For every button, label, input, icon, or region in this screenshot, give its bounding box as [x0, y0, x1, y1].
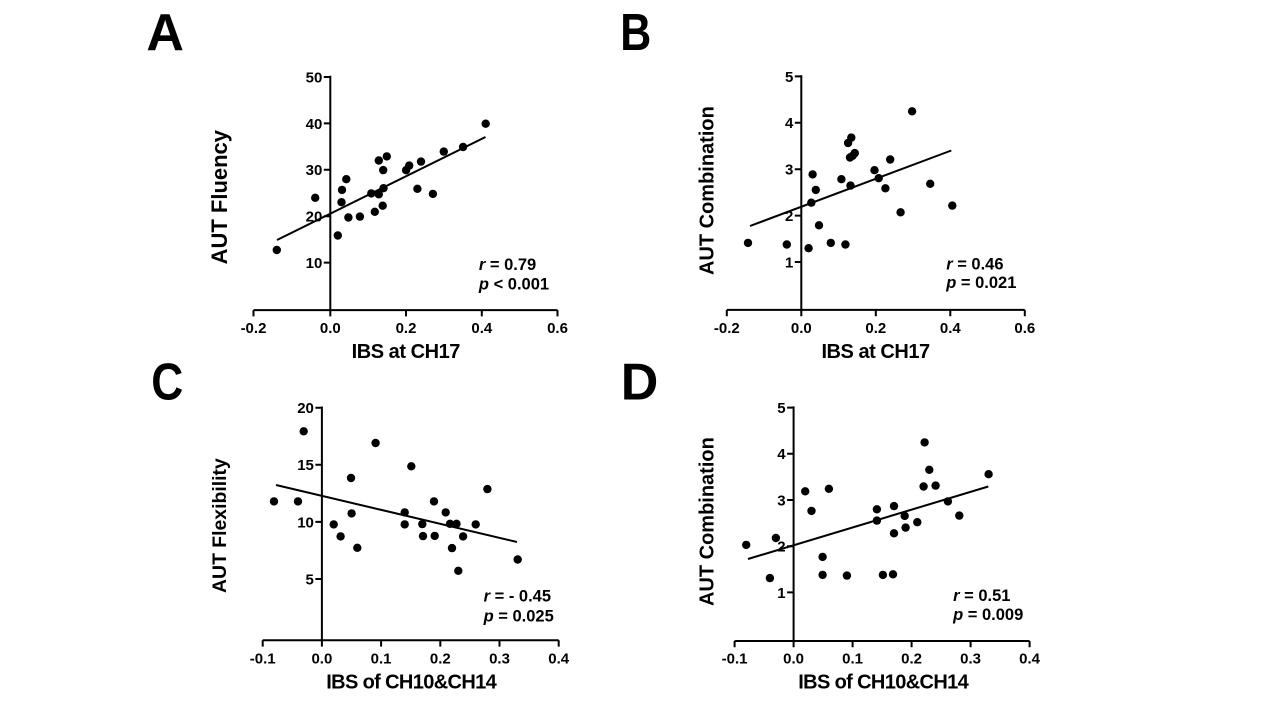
svg-text:AUT Combination: AUT Combination: [697, 437, 719, 606]
svg-text:4: 4: [777, 446, 786, 463]
svg-text:4: 4: [785, 115, 794, 132]
svg-text:-0.1: -0.1: [722, 651, 748, 668]
svg-text:p = 0.021: p = 0.021: [945, 274, 1016, 292]
svg-text:A: A: [146, 4, 184, 62]
svg-text:20: 20: [297, 400, 314, 417]
svg-text:p < 0.001: p < 0.001: [478, 276, 549, 294]
svg-text:p = 0.025: p = 0.025: [483, 607, 554, 625]
svg-text:1: 1: [777, 585, 785, 602]
svg-text:0.2: 0.2: [865, 320, 886, 337]
svg-text:0.1: 0.1: [371, 651, 392, 668]
svg-text:5: 5: [306, 571, 314, 588]
svg-text:AUT Combination: AUT Combination: [697, 106, 719, 275]
svg-text:10: 10: [306, 255, 323, 272]
svg-text:0.4: 0.4: [471, 320, 493, 337]
svg-text:0.3: 0.3: [489, 651, 510, 668]
svg-text:IBS of CH10&CH14: IBS of CH10&CH14: [326, 671, 497, 693]
svg-text:0.2: 0.2: [430, 651, 451, 668]
svg-text:0.6: 0.6: [1014, 320, 1035, 337]
svg-text:3: 3: [785, 162, 793, 179]
svg-text:0.0: 0.0: [783, 651, 804, 668]
svg-text:5: 5: [785, 69, 793, 86]
svg-text:AUT Fluency: AUT Fluency: [207, 129, 232, 264]
svg-text:AUT Flexibility: AUT Flexibility: [209, 458, 231, 593]
svg-text:30: 30: [306, 162, 323, 179]
svg-text:r = 0.79: r = 0.79: [479, 256, 536, 274]
svg-text:0.2: 0.2: [901, 651, 922, 668]
svg-text:D: D: [621, 354, 659, 412]
svg-text:50: 50: [306, 69, 323, 86]
svg-text:r = 0.46: r = 0.46: [946, 255, 1003, 273]
svg-text:0.4: 0.4: [940, 320, 962, 337]
svg-text:0.2: 0.2: [396, 320, 417, 337]
svg-text:0.0: 0.0: [320, 320, 341, 337]
svg-text:0.1: 0.1: [842, 651, 863, 668]
svg-text:0.3: 0.3: [960, 651, 981, 668]
svg-text:10: 10: [297, 514, 314, 531]
svg-text:0.4: 0.4: [1019, 651, 1041, 668]
svg-text:r = 0.51: r = 0.51: [953, 587, 1010, 605]
svg-text:-0.2: -0.2: [241, 320, 267, 337]
svg-text:0.6: 0.6: [547, 320, 568, 337]
svg-text:1: 1: [785, 254, 793, 271]
svg-text:-0.2: -0.2: [714, 320, 740, 337]
svg-text:-0.1: -0.1: [250, 651, 276, 668]
svg-text:r = - 0.45: r = - 0.45: [484, 588, 551, 606]
svg-text:IBS at CH17: IBS at CH17: [352, 341, 461, 363]
svg-text:40: 40: [306, 116, 323, 133]
svg-text:0.0: 0.0: [791, 320, 812, 337]
svg-text:2: 2: [777, 539, 785, 556]
svg-text:B: B: [620, 4, 651, 62]
svg-text:20: 20: [306, 209, 323, 226]
svg-text:0.4: 0.4: [548, 651, 570, 668]
svg-text:5: 5: [777, 400, 785, 417]
svg-text:2: 2: [785, 208, 793, 225]
svg-text:0.0: 0.0: [311, 651, 332, 668]
svg-text:IBS at CH17: IBS at CH17: [821, 341, 930, 363]
svg-text:3: 3: [777, 492, 785, 509]
svg-text:C: C: [151, 354, 183, 412]
svg-text:15: 15: [297, 457, 314, 474]
svg-text:IBS of CH10&CH14: IBS of CH10&CH14: [798, 671, 969, 693]
svg-text:p = 0.009: p = 0.009: [952, 606, 1023, 624]
